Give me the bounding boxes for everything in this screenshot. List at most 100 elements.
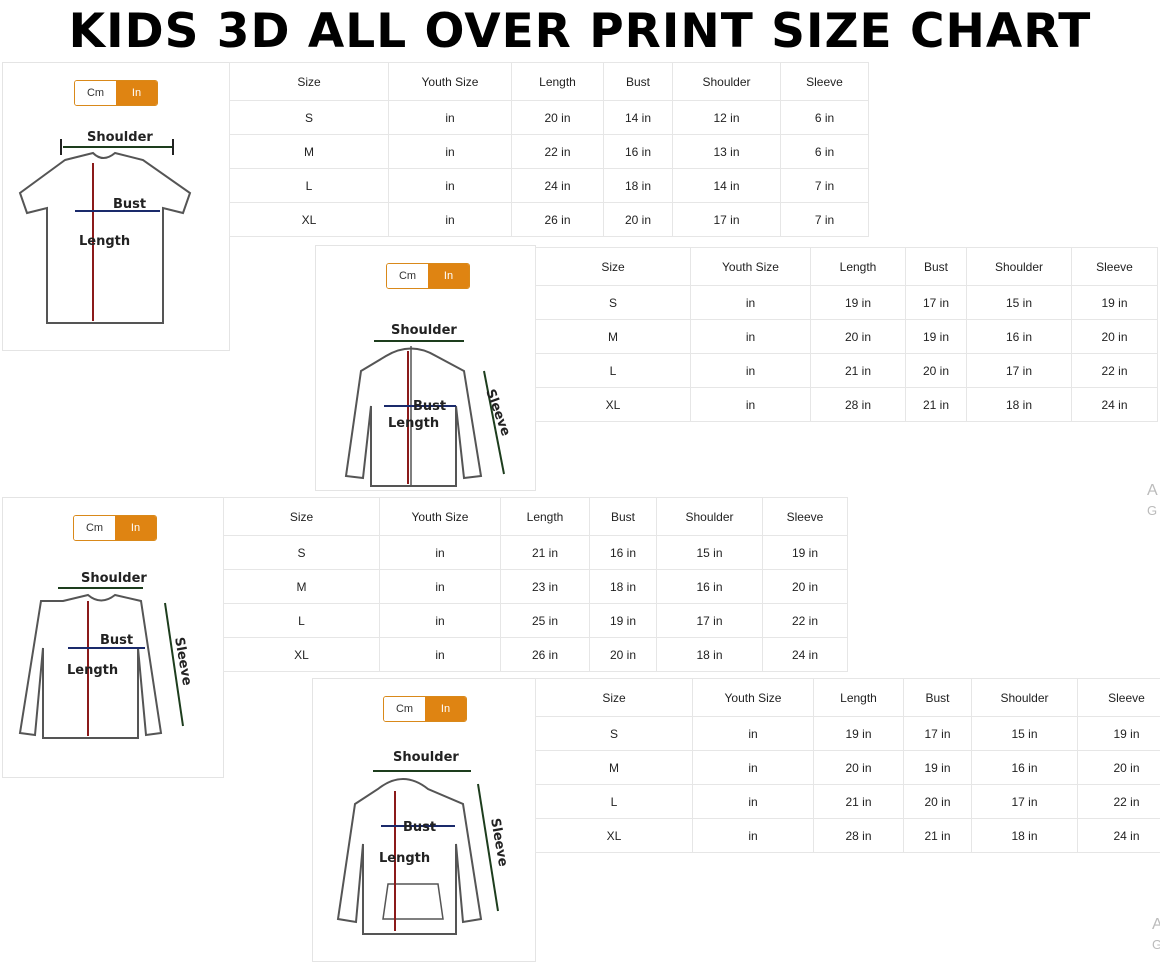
table-cell: 26 in bbox=[511, 202, 604, 237]
table-cell: 22 in bbox=[762, 603, 848, 638]
table-cell: 19 in bbox=[762, 535, 848, 570]
column-header: Size bbox=[535, 247, 691, 286]
table-cell: 16 in bbox=[971, 750, 1078, 785]
column-header: Sleeve bbox=[1077, 678, 1160, 717]
in-option[interactable]: In bbox=[428, 264, 469, 288]
table-cell: 17 in bbox=[971, 784, 1078, 819]
cm-option[interactable]: Cm bbox=[74, 516, 115, 540]
column-header: Length bbox=[511, 62, 604, 101]
length-label: Length bbox=[67, 663, 118, 678]
column-header: Bust bbox=[903, 678, 972, 717]
column-header: Size bbox=[535, 678, 693, 717]
table-cell: 20 in bbox=[903, 784, 972, 819]
cm-option[interactable]: Cm bbox=[387, 264, 428, 288]
table-cell: in bbox=[692, 784, 814, 819]
column-header: Sleeve bbox=[1071, 247, 1158, 286]
cm-option[interactable]: Cm bbox=[75, 81, 116, 105]
table-cell: 20 in bbox=[1071, 319, 1158, 354]
table-cell: L bbox=[535, 784, 693, 819]
table-cell: 7 in bbox=[780, 168, 869, 203]
table-cell: 21 in bbox=[813, 784, 904, 819]
shoulder-label: Shoulder bbox=[87, 130, 153, 145]
table-cell: in bbox=[379, 637, 501, 672]
length-label: Length bbox=[79, 234, 130, 249]
column-header: Shoulder bbox=[971, 678, 1078, 717]
in-option[interactable]: In bbox=[115, 516, 156, 540]
shoulder-label: Shoulder bbox=[391, 323, 457, 338]
length-label: Length bbox=[388, 416, 439, 431]
table-cell: M bbox=[223, 569, 380, 604]
column-header: Youth Size bbox=[379, 497, 501, 536]
bust-label: Bust bbox=[413, 399, 446, 414]
table-cell: M bbox=[229, 134, 389, 169]
table-cell: 20 in bbox=[762, 569, 848, 604]
column-header: Bust bbox=[603, 62, 673, 101]
table-cell: 14 in bbox=[603, 100, 673, 135]
table-cell: 18 in bbox=[966, 387, 1072, 422]
table-cell: 20 in bbox=[589, 637, 657, 672]
in-option[interactable]: In bbox=[425, 697, 466, 721]
unit-toggle[interactable]: Cm In bbox=[386, 263, 470, 289]
table-cell: 15 in bbox=[656, 535, 763, 570]
table-cell: 24 in bbox=[511, 168, 604, 203]
table-cell: 21 in bbox=[810, 353, 906, 388]
table-cell: 18 in bbox=[603, 168, 673, 203]
unit-toggle[interactable]: Cm In bbox=[74, 80, 158, 106]
table-cell: 21 in bbox=[500, 535, 590, 570]
unit-toggle[interactable]: Cm In bbox=[383, 696, 467, 722]
table-cell: 14 in bbox=[672, 168, 781, 203]
table-cell: 17 in bbox=[656, 603, 763, 638]
table-cell: S bbox=[535, 285, 691, 320]
table-cell: 20 in bbox=[1077, 750, 1160, 785]
column-header: Shoulder bbox=[656, 497, 763, 536]
table-cell: 20 in bbox=[905, 353, 967, 388]
bust-label: Bust bbox=[113, 197, 146, 212]
table-cell: in bbox=[690, 387, 811, 422]
table-row: XL in 28 in 21 in 18 in 24 in bbox=[535, 387, 1158, 422]
column-header: Size bbox=[223, 497, 380, 536]
column-header: Size bbox=[229, 62, 389, 101]
unit-toggle[interactable]: Cm In bbox=[73, 515, 157, 541]
table-cell: 18 in bbox=[656, 637, 763, 672]
table-cell: in bbox=[379, 535, 501, 570]
table-cell: 28 in bbox=[810, 387, 906, 422]
table-cell: 19 in bbox=[1077, 716, 1160, 751]
zip-hoodie-diagram: Cm In Shoulder Bust Length Sleeve bbox=[315, 245, 536, 491]
table-cell: in bbox=[388, 100, 512, 135]
table-cell: 20 in bbox=[810, 319, 906, 354]
table-cell: S bbox=[535, 716, 693, 751]
table-cell: 22 in bbox=[1077, 784, 1160, 819]
table-cell: 19 in bbox=[905, 319, 967, 354]
column-header: Bust bbox=[589, 497, 657, 536]
column-header: Shoulder bbox=[672, 62, 781, 101]
tshirt-diagram: Cm In Shoulder Bust Length bbox=[2, 62, 230, 351]
table-cell: 26 in bbox=[500, 637, 590, 672]
table-cell: in bbox=[379, 569, 501, 604]
header-row: Size Youth Size Length Bust Shoulder Sleeve bbox=[535, 247, 1158, 286]
table-cell: 16 in bbox=[966, 319, 1072, 354]
table-cell: in bbox=[388, 134, 512, 169]
table-cell: XL bbox=[229, 202, 389, 237]
page-title: KIDS 3D ALL OVER PRINT SIZE CHART bbox=[68, 4, 1092, 59]
in-option[interactable]: In bbox=[116, 81, 157, 105]
column-header: Bust bbox=[905, 247, 967, 286]
table-cell: XL bbox=[223, 637, 380, 672]
table-cell: 15 in bbox=[966, 285, 1072, 320]
column-header: Length bbox=[810, 247, 906, 286]
bust-label: Bust bbox=[100, 633, 133, 648]
table-cell: 19 in bbox=[903, 750, 972, 785]
table-cell: 16 in bbox=[589, 535, 657, 570]
table-cell: 22 in bbox=[511, 134, 604, 169]
table-cell: 28 in bbox=[813, 818, 904, 853]
table-cell: L bbox=[535, 353, 691, 388]
column-header: Youth Size bbox=[388, 62, 512, 101]
cm-option[interactable]: Cm bbox=[384, 697, 425, 721]
table-cell: 20 in bbox=[813, 750, 904, 785]
